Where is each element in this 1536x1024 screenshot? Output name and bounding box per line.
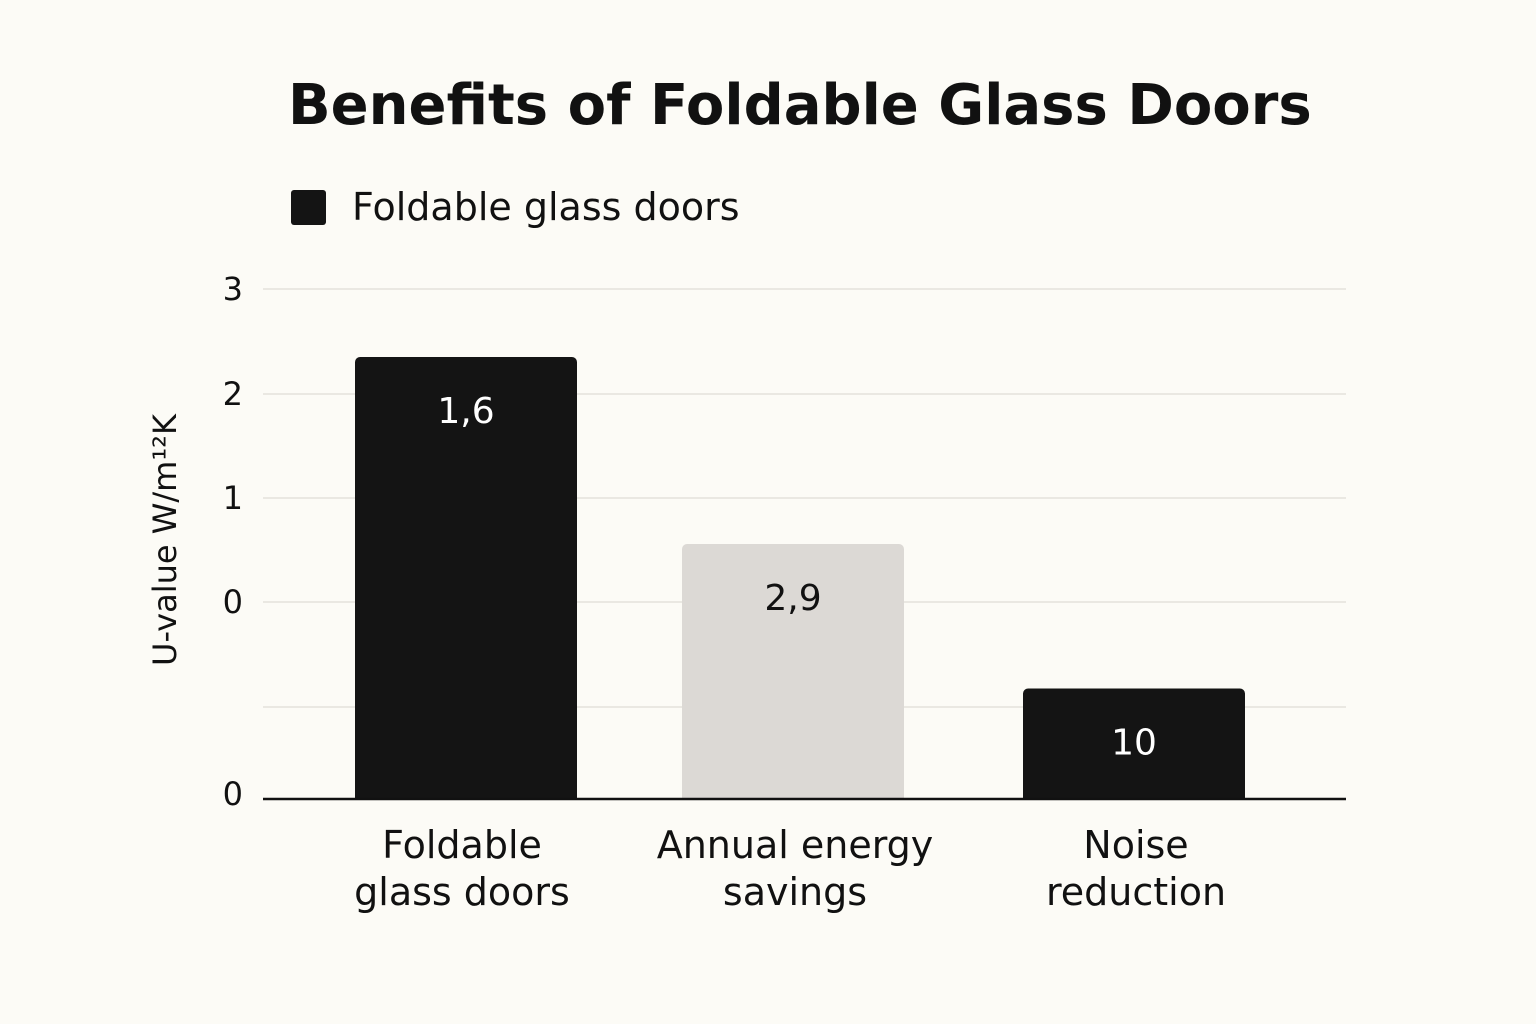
bar — [355, 357, 577, 799]
y-tick-label: 1 — [223, 479, 243, 517]
legend: Foldable glass doors — [291, 185, 740, 229]
bar-base — [355, 791, 577, 799]
bar — [1023, 688, 1245, 799]
bars: 1,6 2,9 10 — [355, 357, 1245, 799]
x-tick-label: Foldable glass doors — [354, 823, 570, 914]
bar-data-label: 2,9 — [764, 578, 821, 619]
legend-swatch — [291, 190, 326, 225]
y-axis-title: U-value W/m¹²K — [146, 413, 184, 666]
bar-base — [1023, 791, 1245, 799]
chart-title: Benefits of Foldable Glass Doors — [288, 73, 1312, 138]
x-tick-label: Noise reduction — [1046, 823, 1226, 914]
bar-data-label: 1,6 — [437, 391, 494, 432]
y-tick-label: 3 — [223, 270, 243, 308]
bar-base — [682, 791, 904, 799]
y-tick-label: 0 — [223, 775, 243, 813]
legend-label: Foldable glass doors — [352, 185, 740, 229]
x-axis-labels: Foldable glass doors Annual energy savings N… — [354, 823, 1226, 914]
y-axis-ticks: 3 2 1 0 0 — [223, 270, 243, 813]
y-tick-label: 0 — [223, 583, 243, 621]
x-tick-label: Annual energy savings — [657, 823, 934, 914]
bar — [682, 544, 904, 799]
bar-data-label: 10 — [1111, 723, 1157, 764]
y-tick-label: 2 — [223, 375, 243, 413]
